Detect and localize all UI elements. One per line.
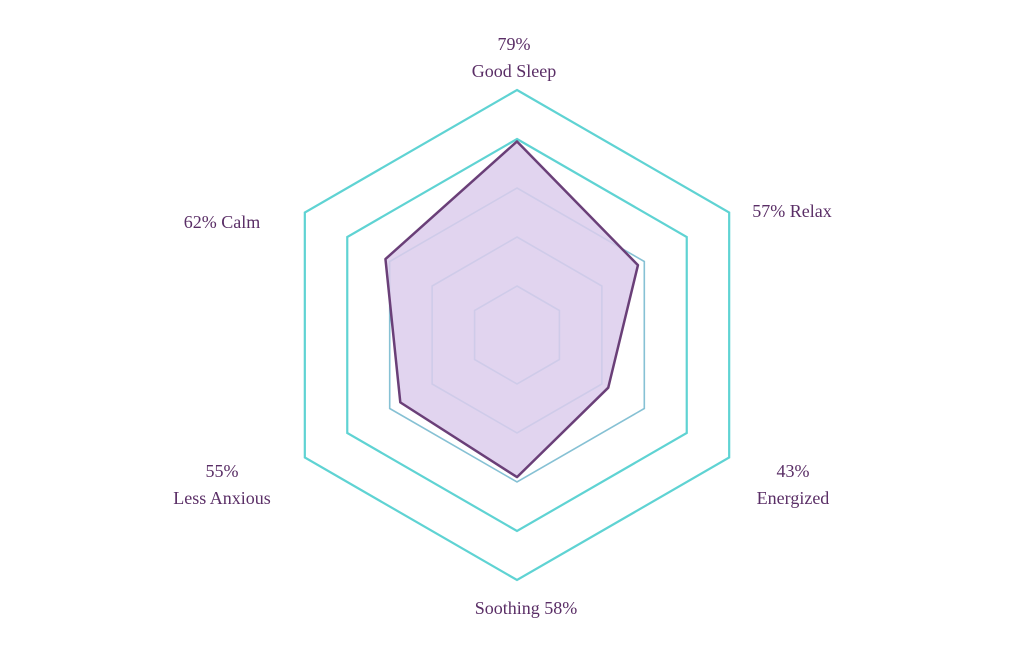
axis-label-calm: 62% Calm <box>184 212 261 232</box>
axis-label-less_anxious: 55% Less Anxious <box>173 461 271 508</box>
axis-label-line: Good Sleep <box>472 61 557 81</box>
axis-label-line: Less Anxious <box>173 488 271 508</box>
axis-label-line: 43% <box>777 461 810 481</box>
grid-ring-100 <box>303 88 731 582</box>
axis-label-soothing: Soothing 58% <box>475 598 578 618</box>
radar-series <box>384 140 640 479</box>
grid-ring-80 <box>346 137 688 533</box>
axis-label-line: 57% Relax <box>752 201 831 221</box>
axis-label-line: 79% <box>498 34 531 54</box>
axis-labels: 79% Good Sleep 57% Relax 43% Energized Soothi… <box>173 34 832 618</box>
axis-label-good_sleep: 79% Good Sleep <box>472 34 557 81</box>
axis-label-line: 62% Calm <box>184 212 261 232</box>
axis-label-line: Soothing 58% <box>475 598 578 618</box>
axis-label-line: 55% <box>206 461 239 481</box>
axis-label-relax: 57% Relax <box>752 201 831 221</box>
axis-label-energized: 43% Energized <box>757 461 830 508</box>
series-area <box>384 140 640 479</box>
axis-label-line: Energized <box>757 488 830 508</box>
